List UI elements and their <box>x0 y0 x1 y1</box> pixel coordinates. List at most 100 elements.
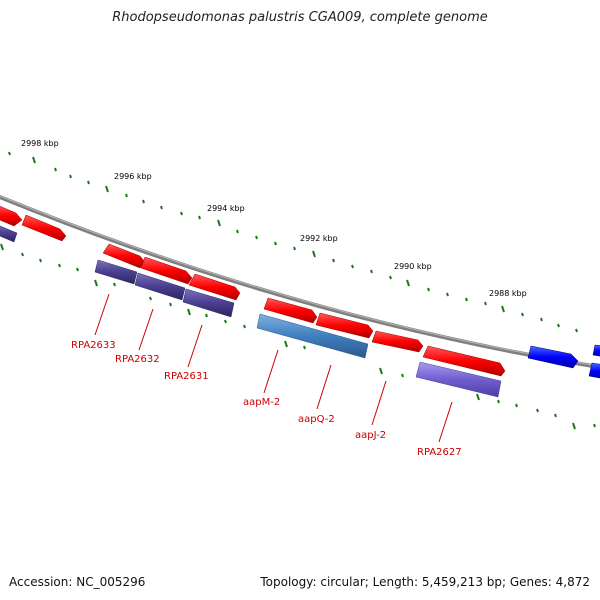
forward-gene[interactable] <box>188 273 241 301</box>
ruler-tick <box>58 263 61 268</box>
ruler-tick <box>87 180 90 185</box>
ruler-tick-major <box>406 279 410 287</box>
ruler-label: 2988 kbp <box>489 289 527 298</box>
reverse-gene[interactable] <box>256 313 369 359</box>
forward-gene[interactable] <box>371 330 424 353</box>
forward-gene[interactable] <box>21 214 67 242</box>
ruler-tick-major <box>94 279 98 287</box>
ruler-tick <box>149 296 152 301</box>
ruler-tick <box>21 252 24 257</box>
ruler-tick <box>224 319 227 324</box>
reverse-gene[interactable] <box>94 259 138 285</box>
reverse-gene[interactable] <box>415 361 502 398</box>
forward-gene[interactable] <box>263 297 318 324</box>
gene-label[interactable]: RPA2632 <box>115 354 160 365</box>
ruler-tick <box>255 235 258 240</box>
ruler-tick-major <box>284 340 288 348</box>
gene-labels: RPA2633 RPA2632 RPA2631 aapM-2 aapQ-2 aa… <box>71 340 462 458</box>
leader-line <box>263 349 279 394</box>
ruler-tick-major <box>32 156 36 164</box>
inner-ruler <box>0 243 596 430</box>
leader-line <box>138 308 154 351</box>
ruler-tick <box>205 313 208 318</box>
ruler-tick <box>427 287 430 292</box>
gene-label[interactable]: aapQ-2 <box>298 414 335 425</box>
ruler-label: 2992 kbp <box>300 234 338 243</box>
ruler-tick <box>76 267 79 272</box>
forward-gene[interactable] <box>315 312 374 339</box>
outer-ruler <box>8 151 578 333</box>
ruler-tick <box>113 282 116 287</box>
ruler-tick <box>39 258 42 263</box>
forward-gene-highlighted[interactable] <box>527 345 579 369</box>
ruler-tick <box>332 258 335 263</box>
ruler-tick <box>274 241 277 246</box>
ruler-tick <box>142 199 145 204</box>
ruler-tick <box>293 246 296 251</box>
ruler-tick-major <box>572 422 576 430</box>
reverse-gene[interactable] <box>0 224 18 243</box>
accession-label: Accession: NC_005296 <box>9 575 146 589</box>
ruler-tick <box>54 167 57 172</box>
ruler-tick <box>169 302 172 307</box>
ruler-label: 2996 kbp <box>114 172 152 181</box>
reverse-gene[interactable] <box>182 288 235 318</box>
ruler-tick <box>303 345 306 350</box>
ruler-tick <box>536 408 539 413</box>
ruler-tick <box>554 413 557 418</box>
ruler-tick <box>160 205 163 210</box>
ruler-tick-major <box>501 305 505 313</box>
ruler-tick <box>540 317 543 322</box>
ruler-tick <box>521 312 524 317</box>
ruler-tick <box>401 373 404 378</box>
ruler-tick-major <box>379 367 383 375</box>
forward-gene[interactable] <box>422 345 506 377</box>
ruler-tick <box>593 423 596 428</box>
topology-summary: Topology: circular; Length: 5,459,213 bp… <box>260 575 590 589</box>
ruler-tick <box>557 323 560 328</box>
ruler-tick <box>351 264 354 269</box>
ruler-tick <box>515 403 518 408</box>
gene-label[interactable]: aapM-2 <box>243 397 280 408</box>
ruler-tick-major <box>105 185 109 193</box>
ruler-tick <box>575 328 578 333</box>
leader-line <box>187 324 203 368</box>
leader-line <box>371 380 387 426</box>
genome-title: Rhodopseudomonas palustris CGA009, compl… <box>112 10 488 25</box>
gene-label[interactable]: RPA2627 <box>417 447 462 458</box>
label-leaders <box>94 293 453 443</box>
ruler-tick <box>243 324 246 329</box>
ruler-tick <box>125 193 128 198</box>
ruler-label: 2990 kbp <box>394 262 432 271</box>
ruler-tick-major <box>312 250 316 258</box>
gene-label[interactable]: RPA2631 <box>164 371 209 382</box>
gene-label[interactable]: aapJ-2 <box>355 430 386 441</box>
ruler-labels: 2998 kbp 2996 kbp 2994 kbp 2992 kbp 2990… <box>21 139 527 298</box>
gene-label[interactable]: RPA2633 <box>71 340 116 351</box>
forward-gene[interactable] <box>0 205 23 227</box>
ruler-tick-major <box>187 308 191 316</box>
ruler-tick <box>236 229 239 234</box>
ruler-tick-major <box>217 219 221 227</box>
forward-strand-genes <box>0 205 600 377</box>
ruler-tick <box>497 399 500 404</box>
ruler-tick <box>8 151 11 156</box>
reverse-gene[interactable] <box>588 362 600 379</box>
leader-line <box>94 293 110 336</box>
ruler-tick <box>370 269 373 274</box>
leader-line <box>316 364 332 410</box>
leader-line <box>438 401 453 443</box>
forward-gene[interactable] <box>140 256 193 285</box>
reverse-gene[interactable] <box>134 272 186 301</box>
ruler-tick <box>198 215 201 220</box>
genome-backbone <box>0 194 600 370</box>
ruler-label: 2998 kbp <box>21 139 59 148</box>
ruler-tick <box>389 275 392 280</box>
ruler-tick <box>180 211 183 216</box>
ruler-tick <box>484 301 487 306</box>
reverse-strand-genes <box>0 224 600 398</box>
genome-backbone-highlight <box>0 195 600 367</box>
forward-gene-highlighted[interactable] <box>592 344 600 357</box>
